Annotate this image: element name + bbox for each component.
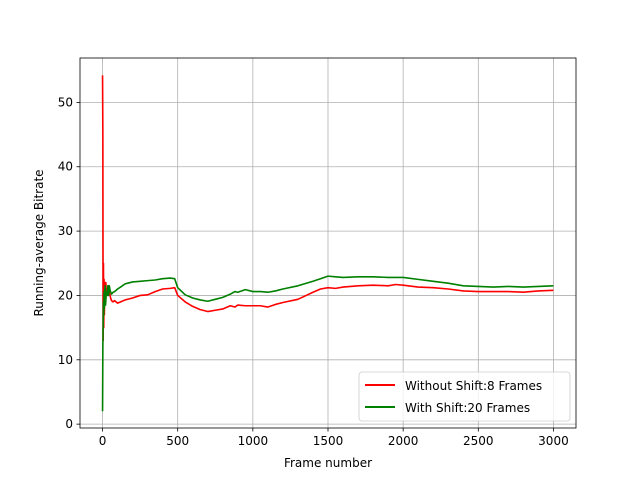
y-tick-label: 30: [58, 224, 73, 238]
axis-ticks: 0 500 1000 1500 2000 2500 3000 0 10 20 30 40 50: [58, 95, 569, 448]
series-lines: [101, 75, 554, 412]
x-tick-label: 2000: [388, 434, 419, 448]
grid: [80, 58, 576, 428]
x-tick-label: 1000: [238, 434, 269, 448]
x-tick-label: 2500: [463, 434, 494, 448]
legend-label-without-shift: Without Shift:8 Frames: [405, 379, 542, 393]
y-tick-label: 10: [58, 353, 73, 367]
x-axis-label: Frame number: [284, 456, 372, 470]
y-tick-label: 20: [58, 288, 73, 302]
series-line-with-shift: [101, 275, 554, 412]
y-tick-label: 50: [58, 95, 73, 109]
y-tick-label: 0: [65, 417, 73, 431]
legend-label-with-shift: With Shift:20 Frames: [405, 401, 530, 415]
x-tick-label: 1500: [313, 434, 344, 448]
legend-box: [358, 371, 571, 422]
x-tick-label: 500: [166, 434, 189, 448]
y-tick-label: 40: [58, 160, 73, 174]
x-tick-label: 3000: [538, 434, 569, 448]
legend: Without Shift:8 Frames With Shift:20 Fra…: [358, 371, 571, 422]
y-axis-label: Running-average Bitrate: [32, 169, 46, 316]
x-tick-label: 0: [99, 434, 107, 448]
